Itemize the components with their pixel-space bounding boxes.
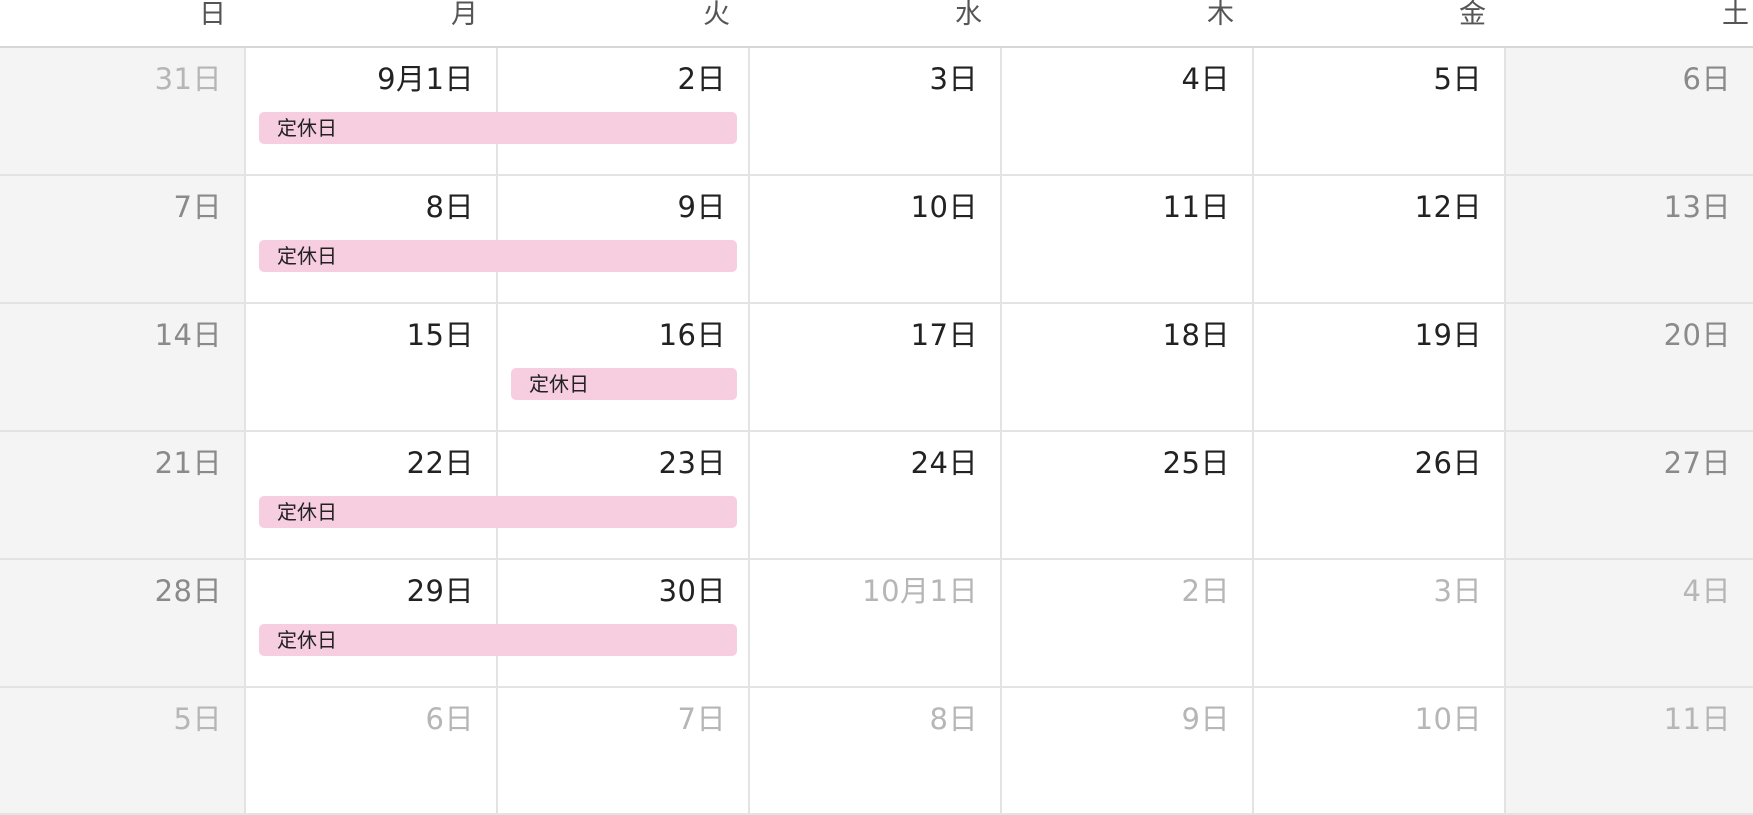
day-number: 8日 xyxy=(425,190,474,224)
day-number: 5日 xyxy=(1433,62,1482,96)
weekday-label-wed: 水 xyxy=(955,0,982,30)
day-cell[interactable]: 5日 xyxy=(1254,48,1506,176)
day-number: 10日 xyxy=(910,190,978,224)
day-number: 3日 xyxy=(1433,574,1482,608)
day-cell[interactable]: 6日 xyxy=(1506,48,1753,176)
day-number: 10日 xyxy=(1414,702,1482,736)
weekday-label-mon: 月 xyxy=(451,0,478,30)
day-cell[interactable]: 31日 xyxy=(0,48,246,176)
day-cell[interactable]: 15日 xyxy=(246,304,498,432)
day-number: 22日 xyxy=(406,446,474,480)
day-number: 6日 xyxy=(1682,62,1731,96)
day-cell[interactable]: 2日 xyxy=(1002,560,1254,688)
day-cell[interactable]: 21日 xyxy=(0,432,246,560)
day-number: 26日 xyxy=(1414,446,1482,480)
day-number: 9月1日 xyxy=(377,62,474,96)
day-number: 3日 xyxy=(929,62,978,96)
day-number: 4日 xyxy=(1682,574,1731,608)
day-cell[interactable]: 9日 xyxy=(1002,688,1254,815)
day-number: 29日 xyxy=(406,574,474,608)
event-closed-day[interactable]: 定休日 xyxy=(511,368,737,400)
day-cell[interactable]: 10月1日 xyxy=(750,560,1002,688)
day-number: 6日 xyxy=(425,702,474,736)
day-number: 11日 xyxy=(1663,702,1731,736)
weekday-label-sat: 土 xyxy=(1722,0,1749,30)
day-cell[interactable]: 25日 xyxy=(1002,432,1254,560)
weekday-label-fri: 金 xyxy=(1459,0,1486,30)
day-cell[interactable]: 3日 xyxy=(750,48,1002,176)
day-number: 17日 xyxy=(910,318,978,352)
day-cell[interactable]: 4日 xyxy=(1506,560,1753,688)
day-cell[interactable]: 27日 xyxy=(1506,432,1753,560)
weekday-label-tue: 火 xyxy=(703,0,730,30)
day-number: 15日 xyxy=(406,318,474,352)
day-number: 28日 xyxy=(154,574,222,608)
day-number: 10月1日 xyxy=(862,574,978,608)
event-closed-day[interactable]: 定休日 xyxy=(259,240,737,272)
day-cell[interactable]: 5日 xyxy=(0,688,246,815)
day-cell[interactable]: 18日 xyxy=(1002,304,1254,432)
day-number: 7日 xyxy=(677,702,726,736)
day-cell[interactable]: 24日 xyxy=(750,432,1002,560)
day-number: 2日 xyxy=(1181,574,1230,608)
day-cell[interactable]: 20日 xyxy=(1506,304,1753,432)
day-cell[interactable]: 10日 xyxy=(1254,688,1506,815)
day-number: 4日 xyxy=(1181,62,1230,96)
day-cell[interactable]: 4日 xyxy=(1002,48,1254,176)
day-cell[interactable]: 11日 xyxy=(1506,688,1753,815)
weekday-label-thu: 木 xyxy=(1207,0,1234,30)
day-number: 13日 xyxy=(1663,190,1731,224)
day-cell[interactable]: 6日 xyxy=(246,688,498,815)
day-number: 5日 xyxy=(173,702,222,736)
day-number: 25日 xyxy=(1162,446,1230,480)
day-cell[interactable]: 19日 xyxy=(1254,304,1506,432)
day-number: 30日 xyxy=(658,574,726,608)
day-number: 23日 xyxy=(658,446,726,480)
day-cell[interactable]: 12日 xyxy=(1254,176,1506,304)
day-cell[interactable]: 28日 xyxy=(0,560,246,688)
day-number: 14日 xyxy=(154,318,222,352)
day-cell[interactable]: 26日 xyxy=(1254,432,1506,560)
day-cell[interactable]: 7日 xyxy=(0,176,246,304)
day-cell[interactable]: 10日 xyxy=(750,176,1002,304)
day-number: 24日 xyxy=(910,446,978,480)
day-cell[interactable]: 3日 xyxy=(1254,560,1506,688)
day-number: 20日 xyxy=(1663,318,1731,352)
day-number: 21日 xyxy=(154,446,222,480)
day-cell[interactable]: 8日 xyxy=(750,688,1002,815)
day-number: 16日 xyxy=(658,318,726,352)
day-number: 8日 xyxy=(929,702,978,736)
event-closed-day[interactable]: 定休日 xyxy=(259,624,737,656)
day-number: 27日 xyxy=(1663,446,1731,480)
day-cell[interactable]: 11日 xyxy=(1002,176,1254,304)
day-cell[interactable]: 13日 xyxy=(1506,176,1753,304)
day-number: 12日 xyxy=(1414,190,1482,224)
day-cell[interactable]: 14日 xyxy=(0,304,246,432)
day-number: 11日 xyxy=(1162,190,1230,224)
weekday-header: 日月火水木金土 xyxy=(0,0,1753,48)
day-cell[interactable]: 7日 xyxy=(498,688,750,815)
day-number: 9日 xyxy=(677,190,726,224)
day-cell[interactable]: 17日 xyxy=(750,304,1002,432)
day-number: 19日 xyxy=(1414,318,1482,352)
day-number: 18日 xyxy=(1162,318,1230,352)
day-number: 2日 xyxy=(677,62,726,96)
event-closed-day[interactable]: 定休日 xyxy=(259,496,737,528)
event-closed-day[interactable]: 定休日 xyxy=(259,112,737,144)
month-grid: 31日 9月1日 2日 3日 4日 5日 6日 7日 8日 9日 10日 11日 12日 13日 14日 15… xyxy=(0,48,1753,815)
weekday-label-sun: 日 xyxy=(199,0,226,30)
day-number: 9日 xyxy=(1181,702,1230,736)
day-number: 31日 xyxy=(154,62,222,96)
day-number: 7日 xyxy=(173,190,222,224)
